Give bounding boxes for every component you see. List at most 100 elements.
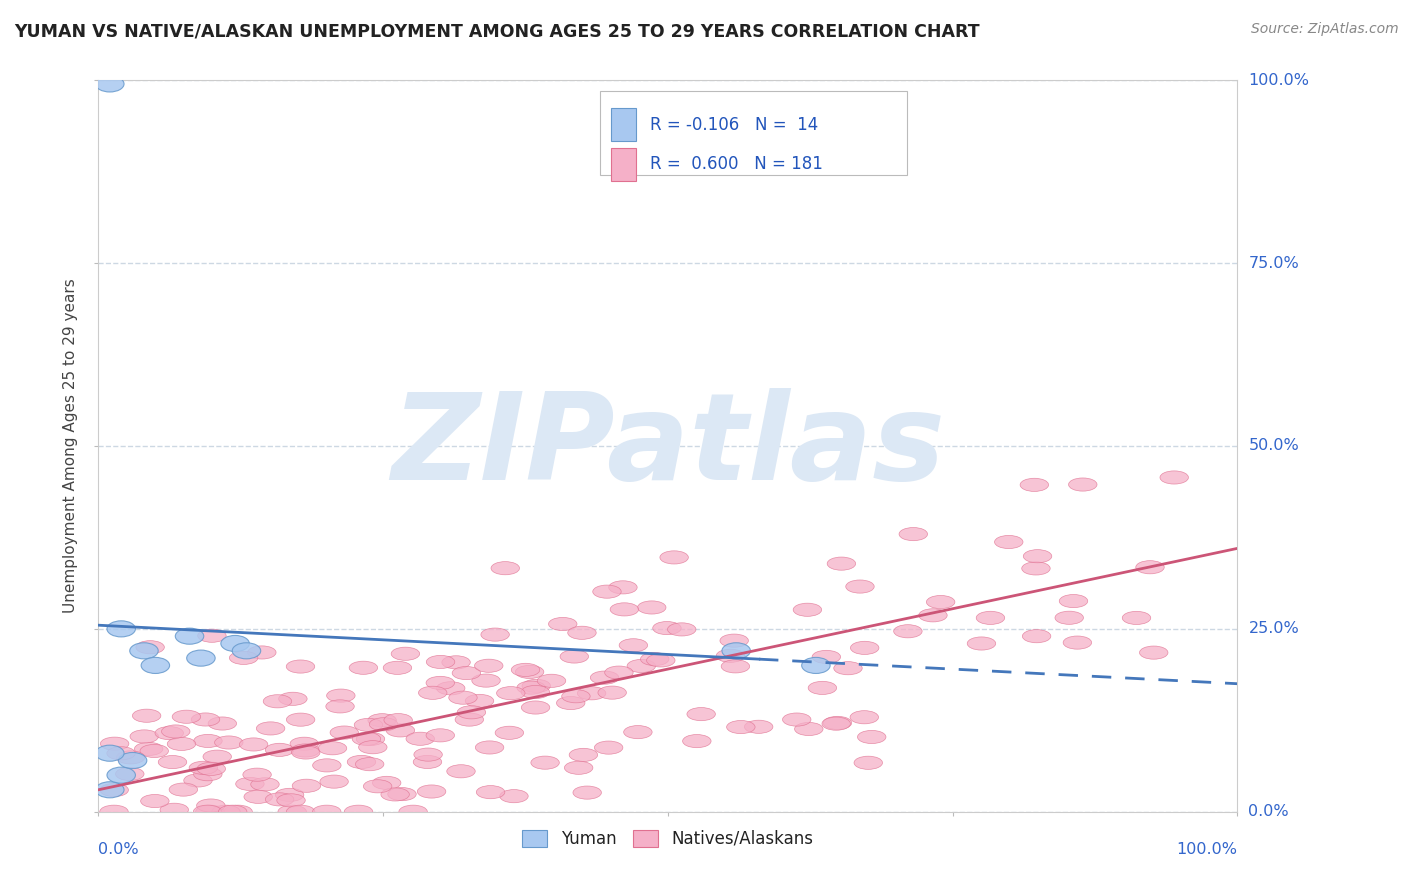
Ellipse shape [453, 666, 481, 680]
Ellipse shape [184, 774, 212, 787]
Ellipse shape [652, 622, 681, 635]
Text: 25.0%: 25.0% [1249, 622, 1299, 636]
Ellipse shape [491, 562, 519, 574]
Ellipse shape [441, 656, 471, 669]
Ellipse shape [994, 535, 1024, 549]
Ellipse shape [96, 781, 124, 797]
Ellipse shape [834, 662, 862, 674]
Ellipse shape [381, 788, 409, 801]
Ellipse shape [457, 706, 485, 719]
Ellipse shape [291, 746, 321, 759]
Ellipse shape [208, 717, 236, 731]
Ellipse shape [349, 661, 378, 674]
Y-axis label: Unemployment Among Ages 25 to 29 years: Unemployment Among Ages 25 to 29 years [63, 278, 79, 614]
Ellipse shape [794, 723, 823, 736]
Ellipse shape [846, 580, 875, 593]
Ellipse shape [801, 657, 830, 673]
Ellipse shape [720, 634, 748, 648]
Ellipse shape [808, 681, 837, 695]
Ellipse shape [688, 707, 716, 721]
Ellipse shape [155, 726, 184, 739]
Ellipse shape [744, 720, 773, 733]
Ellipse shape [277, 794, 305, 807]
Ellipse shape [927, 596, 955, 608]
Ellipse shape [135, 742, 163, 756]
Ellipse shape [598, 686, 627, 699]
Ellipse shape [245, 790, 273, 804]
Ellipse shape [827, 557, 856, 570]
Ellipse shape [898, 527, 928, 541]
Ellipse shape [117, 751, 145, 764]
FancyBboxPatch shape [612, 148, 636, 181]
Text: Source: ZipAtlas.com: Source: ZipAtlas.com [1251, 22, 1399, 37]
Ellipse shape [475, 659, 503, 673]
Ellipse shape [522, 701, 550, 714]
Ellipse shape [481, 628, 509, 641]
Ellipse shape [141, 745, 169, 757]
Ellipse shape [388, 788, 416, 801]
Ellipse shape [100, 783, 128, 797]
Ellipse shape [363, 780, 392, 793]
Ellipse shape [1160, 471, 1188, 484]
Ellipse shape [132, 709, 160, 723]
Ellipse shape [568, 626, 596, 640]
Ellipse shape [169, 783, 198, 797]
Ellipse shape [326, 700, 354, 713]
Ellipse shape [256, 722, 285, 735]
Ellipse shape [682, 734, 711, 747]
Ellipse shape [100, 805, 128, 818]
Ellipse shape [1139, 646, 1168, 659]
Ellipse shape [159, 756, 187, 769]
Ellipse shape [426, 729, 454, 742]
Ellipse shape [426, 676, 454, 690]
Ellipse shape [287, 805, 315, 818]
Ellipse shape [236, 777, 264, 790]
Ellipse shape [591, 671, 619, 684]
Ellipse shape [326, 689, 356, 702]
Legend: Yuman, Natives/Alaskans: Yuman, Natives/Alaskans [516, 823, 820, 855]
Ellipse shape [194, 734, 222, 747]
Text: 0.0%: 0.0% [1249, 805, 1289, 819]
Ellipse shape [418, 785, 446, 798]
Ellipse shape [107, 747, 135, 760]
Ellipse shape [290, 737, 319, 750]
Ellipse shape [197, 799, 225, 812]
Ellipse shape [129, 643, 159, 659]
Ellipse shape [312, 759, 342, 772]
Ellipse shape [197, 763, 225, 775]
Ellipse shape [548, 617, 576, 631]
Ellipse shape [419, 686, 447, 699]
Ellipse shape [359, 740, 387, 754]
Ellipse shape [522, 680, 551, 692]
Ellipse shape [823, 716, 852, 730]
Ellipse shape [399, 805, 427, 818]
Ellipse shape [319, 775, 349, 789]
Ellipse shape [96, 76, 124, 92]
Ellipse shape [659, 551, 689, 564]
Text: 0.0%: 0.0% [98, 842, 139, 857]
Ellipse shape [391, 648, 419, 660]
Ellipse shape [129, 730, 159, 743]
Ellipse shape [202, 750, 232, 764]
Ellipse shape [1136, 561, 1164, 574]
Text: 50.0%: 50.0% [1249, 439, 1299, 453]
Ellipse shape [1122, 611, 1150, 624]
Ellipse shape [96, 745, 124, 761]
Ellipse shape [354, 718, 382, 731]
Ellipse shape [851, 641, 879, 655]
Ellipse shape [627, 659, 655, 673]
Ellipse shape [141, 657, 170, 673]
Ellipse shape [609, 581, 637, 594]
Ellipse shape [172, 710, 201, 723]
Ellipse shape [522, 685, 550, 698]
Ellipse shape [160, 803, 188, 816]
Ellipse shape [426, 656, 454, 668]
Ellipse shape [1059, 594, 1088, 607]
Ellipse shape [224, 805, 252, 818]
Ellipse shape [413, 748, 443, 761]
Ellipse shape [647, 654, 675, 667]
Ellipse shape [851, 711, 879, 723]
Ellipse shape [330, 726, 359, 739]
Ellipse shape [823, 717, 851, 731]
Ellipse shape [344, 805, 373, 818]
